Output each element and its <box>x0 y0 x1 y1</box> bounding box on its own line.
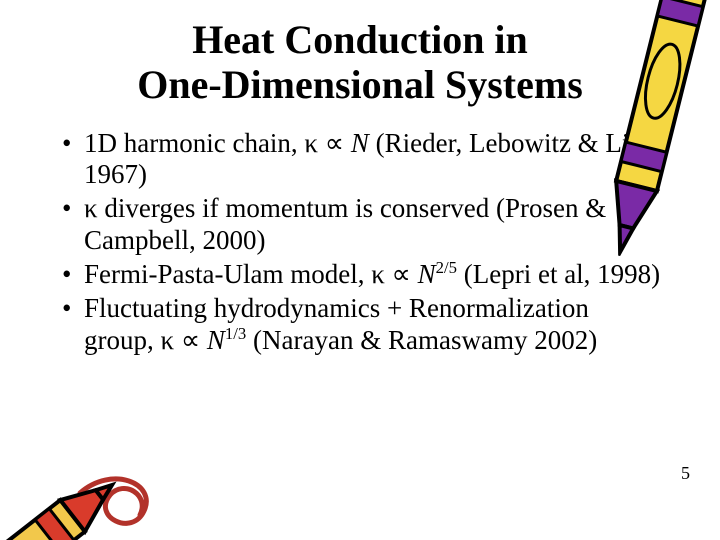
bullet-text: Fermi-Pasta-Ulam model, κ ∝ N2/5 (Lepri … <box>84 259 660 289</box>
slide-title: Heat Conduction in One-Dimensional Syste… <box>58 18 662 108</box>
bullet-text: 1D harmonic chain, κ ∝ N (Rieder, Lebowi… <box>84 128 662 190</box>
slide: Heat Conduction in One-Dimensional Syste… <box>0 0 720 540</box>
bullet-list: 1D harmonic chain, κ ∝ N (Rieder, Lebowi… <box>58 128 662 357</box>
page-number: 5 <box>681 463 690 484</box>
title-line-1: Heat Conduction in <box>192 17 528 62</box>
bullet-item: 1D harmonic chain, κ ∝ N (Rieder, Lebowi… <box>58 128 662 192</box>
bullet-item: κ diverges if momentum is conserved (Pro… <box>58 193 662 257</box>
bullet-item: Fermi-Pasta-Ulam model, κ ∝ N2/5 (Lepri … <box>58 259 662 291</box>
bullet-text: κ diverges if momentum is conserved (Pro… <box>84 193 606 255</box>
bullet-text: Fluctuating hydrodynamics + Renormalizat… <box>84 293 597 355</box>
crayon-bottom-left-icon <box>0 455 132 540</box>
bullet-item: Fluctuating hydrodynamics + Renormalizat… <box>58 293 662 357</box>
title-line-2: One-Dimensional Systems <box>137 62 583 107</box>
